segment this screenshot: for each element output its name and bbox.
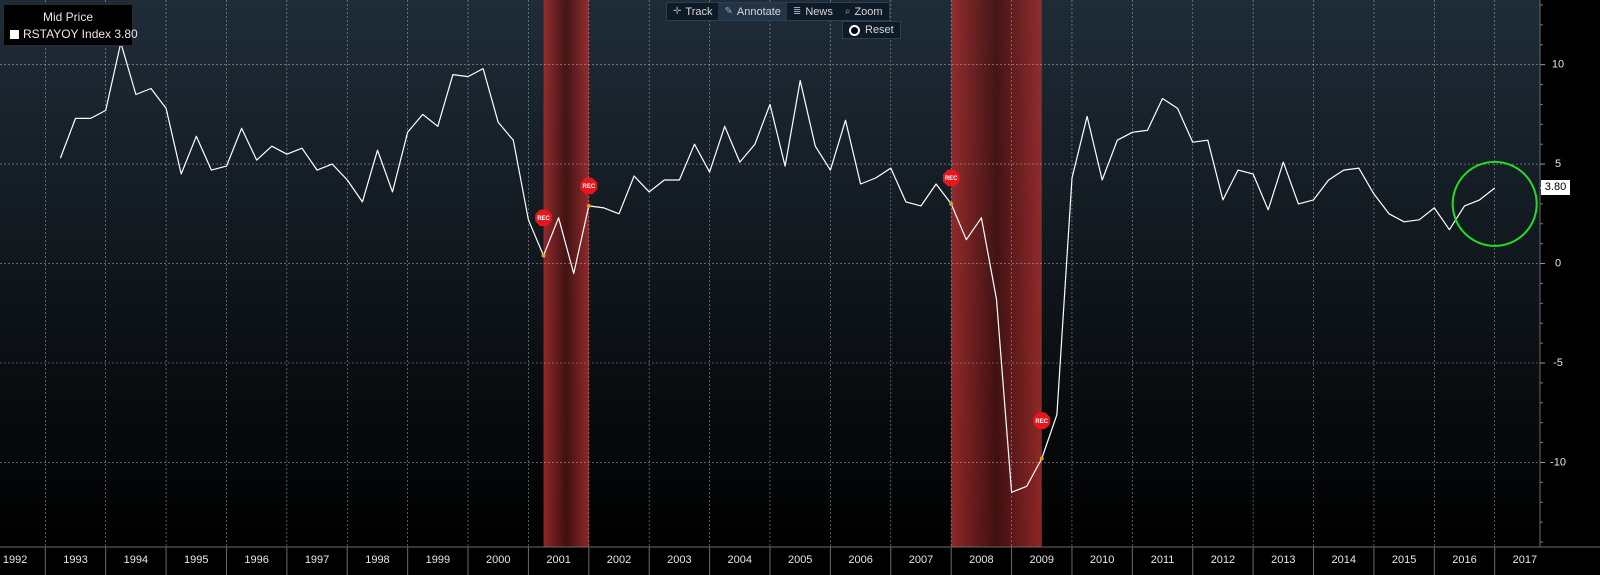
radio-icon — [849, 24, 860, 36]
y-axis-background — [1540, 0, 1600, 575]
x-axis-background — [0, 547, 1600, 575]
event-anchor-dot — [541, 253, 546, 258]
x-tick-label: 2014 — [1331, 554, 1355, 566]
x-tick-label: 2005 — [788, 554, 812, 566]
rec-marker[interactable]: REC — [942, 169, 960, 187]
series-line-rstayoy — [59, 42, 1496, 493]
legend-swatch — [10, 30, 19, 39]
crosshair-icon: ✛ — [673, 6, 682, 17]
x-tick-label: 1998 — [365, 554, 389, 566]
x-tick-label: 2002 — [607, 554, 631, 566]
x-tick-label: 1999 — [426, 554, 450, 566]
y-tick-label: 10 — [1552, 59, 1564, 71]
x-tick-label: 2015 — [1392, 554, 1416, 566]
event-anchor-dot — [949, 201, 954, 206]
x-tick-label: 1995 — [184, 554, 208, 566]
x-tick-label: 1993 — [63, 554, 87, 566]
highlight-circle — [1451, 160, 1538, 247]
legend-series-label: RSTAYOY Index 3.80 — [23, 27, 138, 41]
y-tick-label: 0 — [1555, 257, 1561, 269]
rec-marker[interactable]: REC — [535, 209, 552, 227]
rec-marker-shape — [535, 209, 552, 227]
rec-marker-shape — [942, 169, 960, 187]
news-label: News — [805, 5, 833, 18]
y-tick-label: 5 — [1555, 158, 1561, 170]
rec-marker-label: REC — [582, 184, 595, 190]
x-tick-label: 2009 — [1030, 554, 1054, 566]
legend: Mid Price RSTAYOY Index 3.80 — [3, 4, 138, 46]
legend-entry: RSTAYOY Index 3.80 — [10, 27, 138, 41]
news-button[interactable]: ≣ News — [787, 3, 839, 20]
pencil-icon: ✎ — [724, 6, 733, 17]
x-tick-label: 2008 — [969, 554, 993, 566]
annotate-button[interactable]: ✎ Annotate — [718, 3, 787, 20]
rec-marker-label: REC — [537, 216, 550, 222]
reset-label: Reset — [865, 24, 894, 36]
rec-marker-label: REC — [1035, 419, 1048, 425]
x-tick-label: 1997 — [305, 554, 329, 566]
x-tick-label: 1994 — [124, 554, 148, 566]
x-tick-label: 1996 — [244, 554, 268, 566]
event-anchor-dot — [1039, 456, 1044, 461]
event-anchor-dot — [586, 203, 591, 208]
x-tick-label: 2001 — [546, 554, 570, 566]
x-tick-label: 2000 — [486, 554, 510, 566]
track-button[interactable]: ✛ Track — [667, 3, 718, 20]
rec-marker-shape — [1033, 412, 1051, 429]
x-tick-label: 2016 — [1452, 554, 1476, 566]
x-tick-label: 2012 — [1211, 554, 1235, 566]
rec-marker[interactable]: REC — [580, 177, 598, 195]
x-tick-label: 2017 — [1513, 554, 1537, 566]
rec-marker-shape — [580, 177, 598, 195]
rec-marker[interactable]: REC — [1033, 412, 1051, 429]
x-tick-label: 2006 — [848, 554, 872, 566]
recession-band — [543, 0, 589, 547]
rec-marker-label: REC — [945, 176, 958, 182]
reset-button[interactable]: Reset — [842, 21, 901, 39]
news-icon: ≣ — [792, 6, 802, 17]
annotate-label: Annotate — [736, 5, 781, 18]
magnifier-icon: ⌕ — [844, 6, 851, 17]
x-tick-label: 2011 — [1151, 554, 1175, 566]
y-tick-label: -5 — [1553, 357, 1563, 369]
recession-band — [951, 0, 1042, 547]
y-tick-label: -10 — [1550, 456, 1566, 468]
x-tick-label: 2007 — [909, 554, 933, 566]
x-tick-label: 2003 — [667, 554, 691, 566]
track-label: Track — [685, 5, 713, 18]
x-tick-label: 2010 — [1090, 554, 1114, 566]
chart-toolbar: ✛ Track ✎ Annotate ≣ News ⌕ Zoom — [666, 2, 890, 21]
x-tick-label: 2013 — [1271, 554, 1295, 566]
zoom-label: Zoom — [854, 5, 883, 18]
zoom-button[interactable]: ⌕ Zoom — [839, 3, 889, 20]
x-tick-label: 2004 — [728, 554, 752, 566]
x-tick-label: 1992 — [3, 554, 27, 566]
last-value-label: 3.80 — [1541, 180, 1570, 196]
legend-title: Mid Price — [42, 10, 93, 24]
